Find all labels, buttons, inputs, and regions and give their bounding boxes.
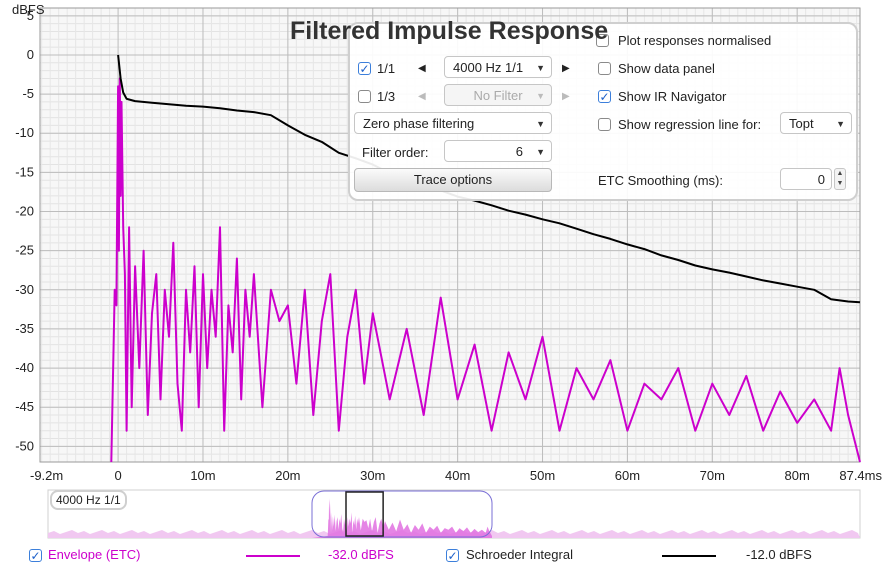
x-tick-label: 20m [275, 468, 300, 483]
x-tick-label: 0 [114, 468, 121, 483]
show-data-panel-label: Show data panel [618, 61, 715, 76]
show-regression-label: Show regression line for: [618, 117, 762, 132]
filter2-label: 1/3 [377, 89, 396, 104]
navigator-filter-label: 4000 Hz 1/1 [50, 490, 127, 510]
navigator-selection-handle [345, 491, 384, 537]
schroeder-checkbox[interactable]: ✓ [446, 549, 459, 563]
x-tick-label: 30m [360, 468, 385, 483]
x-tick-label: 50m [530, 468, 555, 483]
y-tick-label: -30 [15, 282, 34, 297]
x-tick-label: 70m [700, 468, 725, 483]
regression-select-value: Topt [789, 116, 814, 131]
filter-controls-panel: Plot responses normalised ✓ 1/1 ◀ 4000 H… [348, 22, 858, 201]
y-tick-label: -50 [15, 438, 34, 453]
y-tick-label: -40 [15, 360, 34, 375]
x-tick-label: 40m [445, 468, 470, 483]
x-tick-label: 60m [615, 468, 640, 483]
show-ir-navigator-checkbox[interactable]: ✓ [598, 90, 611, 104]
x-tick-label: 87.4ms [839, 468, 882, 483]
y-tick-label: -35 [15, 321, 34, 336]
envelope-etc-line [110, 77, 861, 463]
show-ir-navigator-label: Show IR Navigator [618, 89, 727, 104]
filter2-next-icon[interactable]: ▶ [562, 91, 570, 102]
envelope-legend-value: -32.0 dBFS [328, 547, 394, 562]
y-tick-label: -15 [15, 164, 34, 179]
filter1-label: 1/1 [377, 61, 396, 76]
etc-smoothing-label: ETC Smoothing (ms): [598, 173, 723, 188]
schroeder-legend-label: Schroeder Integral [466, 547, 573, 562]
y-axis-label: dBFS [12, 2, 45, 17]
x-tick-label: 10m [190, 468, 215, 483]
y-tick-label: -20 [15, 204, 34, 219]
filter1-prev-icon[interactable]: ◀ [418, 63, 426, 74]
schroeder-legend-value: -12.0 dBFS [746, 547, 812, 562]
navigator-envelope-fill [312, 497, 492, 538]
filter1-next-icon[interactable]: ▶ [562, 63, 570, 74]
filter2-select[interactable]: No Filter ▼ [444, 84, 552, 106]
show-regression-checkbox[interactable] [598, 118, 611, 131]
filter2-checkbox[interactable] [358, 90, 371, 103]
y-tick-label: -5 [22, 86, 34, 101]
plot-frame [39, 7, 861, 463]
navigator-window-outline [311, 490, 493, 538]
envelope-legend-swatch [246, 555, 300, 557]
filter1-select-value: 4000 Hz 1/1 [453, 60, 524, 75]
filter-order-select[interactable]: 6 ▼ [444, 140, 552, 162]
filter1-select[interactable]: 4000 Hz 1/1 ▼ [444, 56, 552, 78]
chevron-down-icon: ▼ [536, 119, 545, 129]
etc-smoothing-input[interactable]: 0 [780, 168, 832, 190]
y-tick-label: 0 [27, 47, 34, 62]
x-tick-label: -9.2m [30, 468, 63, 483]
filter-order-label: Filter order: [362, 145, 429, 160]
chevron-down-icon: ▼ [836, 119, 845, 129]
chart-title: Filtered Impulse Response [290, 17, 609, 45]
y-tick-label: -25 [15, 243, 34, 258]
filter1-checkbox[interactable]: ✓ [358, 62, 371, 76]
y-tick-label: -45 [15, 399, 34, 414]
chevron-down-icon: ▼ [536, 63, 545, 73]
y-tick-label: -10 [15, 125, 34, 140]
envelope-legend-label: Envelope (ETC) [48, 547, 141, 562]
x-axis-ticks: -9.2m 0 10m 20m 30m 40m 50m 60m 70m 80m 87.4ms [30, 468, 882, 483]
chevron-down-icon: ▼ [536, 91, 545, 101]
filter-order-value: 6 [515, 144, 523, 159]
y-axis-ticks: 5 0 -5 -10 -15 -20 -25 -30 -35 -40 -45 -50 [15, 8, 34, 454]
plot-normalised-label: Plot responses normalised [618, 33, 772, 48]
plot-normalised-checkbox[interactable] [596, 34, 609, 47]
y-tick-label: 5 [27, 8, 34, 23]
trace-options-button[interactable]: Trace options [354, 168, 552, 192]
schroeder-legend-swatch [662, 555, 716, 557]
filter2-prev-icon[interactable]: ◀ [418, 91, 426, 102]
filter2-select-value: No Filter [473, 88, 523, 103]
legend: ✓ Envelope (ETC) -32.0 dBFS ✓ Schroeder … [0, 540, 884, 570]
phase-mode-select[interactable]: Zero phase filtering ▼ [354, 112, 552, 134]
phase-mode-value: Zero phase filtering [363, 116, 475, 131]
chevron-down-icon: ▼ [536, 147, 545, 157]
regression-select[interactable]: Topt ▼ [780, 112, 852, 134]
etc-smoothing-stepper[interactable]: ▲ ▼ [834, 168, 846, 190]
etc-smoothing-value: 0 [817, 172, 825, 187]
envelope-checkbox[interactable]: ✓ [29, 549, 42, 563]
x-tick-label: 80m [785, 468, 810, 483]
ir-navigator[interactable] [47, 489, 861, 539]
show-data-panel-checkbox[interactable] [598, 62, 611, 75]
